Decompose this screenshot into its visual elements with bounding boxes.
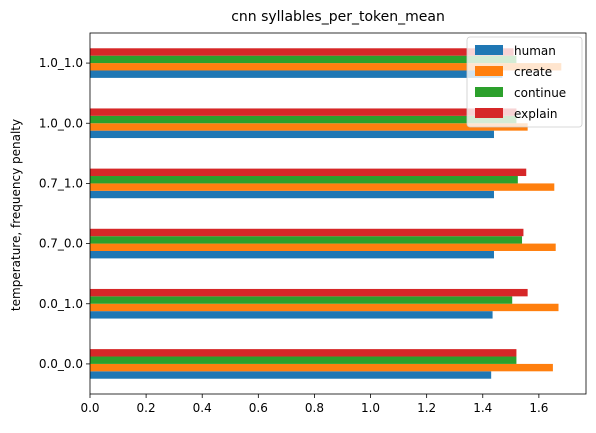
x-tick-label: 0.4 [193, 401, 212, 415]
legend-swatch-explain [475, 108, 503, 118]
bar-explain-0.7_0.0 [90, 228, 524, 237]
y-tick-label: 1.0_0.0 [39, 116, 83, 130]
legend-swatch-create [475, 66, 503, 76]
x-tick-label: 1.4 [473, 401, 492, 415]
chart-title: cnn syllables_per_token_mean [231, 9, 445, 25]
legend-label-create: create [514, 65, 552, 79]
bar-explain-0.0_0.0 [90, 349, 517, 357]
legend-label-continue: continue [514, 86, 566, 100]
bar-human-0.0_1.0 [90, 311, 493, 319]
bar-create-1.0_1.0 [90, 63, 562, 71]
y-tick-label: 0.0_0.0 [39, 357, 83, 371]
bar-continue-1.0_0.0 [90, 115, 517, 124]
legend-label-human: human [514, 44, 556, 58]
bar-explain-1.0_1.0 [90, 48, 514, 56]
bars-group [90, 48, 562, 379]
bar-create-1.0_0.0 [90, 123, 528, 131]
legend-swatch-continue [475, 87, 503, 97]
x-tick-label: 0.2 [137, 401, 156, 415]
y-tick-label: 0.7_0.0 [39, 237, 83, 251]
bar-human-1.0_1.0 [90, 70, 503, 78]
bar-continue-1.0_1.0 [90, 55, 517, 64]
bar-human-0.0_0.0 [90, 371, 492, 379]
bar-human-1.0_0.0 [90, 130, 494, 139]
x-tick-label: 0.0 [80, 401, 99, 415]
legend-box [466, 36, 583, 128]
bar-explain-0.7_1.0 [90, 168, 527, 177]
x-tick-label: 1.6 [529, 401, 548, 415]
legend: human create continue explain [466, 36, 583, 128]
bar-continue-0.7_0.0 [90, 236, 523, 244]
x-tick-label: 1.0 [361, 401, 380, 415]
bar-create-0.7_0.0 [90, 243, 556, 251]
bar-create-0.0_1.0 [90, 303, 559, 312]
bar-human-0.7_1.0 [90, 190, 494, 199]
y-tick-label: 1.0_1.0 [39, 56, 83, 70]
x-axis-ticks: 0.0 0.2 0.4 0.6 0.8 1.0 1.2 1.4 1.6 [80, 394, 548, 415]
bar-create-0.7_1.0 [90, 183, 555, 191]
bar-human-0.7_0.0 [90, 250, 494, 259]
legend-swatch-human [475, 45, 503, 55]
bar-continue-0.0_1.0 [90, 296, 513, 304]
bar-explain-0.0_1.0 [90, 288, 528, 297]
bar-explain-1.0_0.0 [90, 108, 517, 116]
bar-create-0.0_0.0 [90, 363, 553, 372]
y-axis-ticks: 0.0_0.0 0.0_1.0 0.7_0.0 0.7_1.0 1.0_0.0 1.0_1… [39, 56, 90, 371]
y-tick-label: 0.7_1.0 [39, 176, 83, 190]
plot-frame [89, 32, 587, 395]
y-tick-label: 0.0_1.0 [39, 297, 83, 311]
bar-continue-0.7_1.0 [90, 176, 518, 184]
legend-label-explain: explain [514, 107, 558, 121]
x-tick-label: 1.2 [417, 401, 436, 415]
x-tick-label: 0.6 [249, 401, 268, 415]
x-tick-label: 0.8 [305, 401, 324, 415]
y-axis-label: temperature, frequency penalty [9, 119, 23, 311]
bar-continue-0.0_0.0 [90, 356, 517, 364]
